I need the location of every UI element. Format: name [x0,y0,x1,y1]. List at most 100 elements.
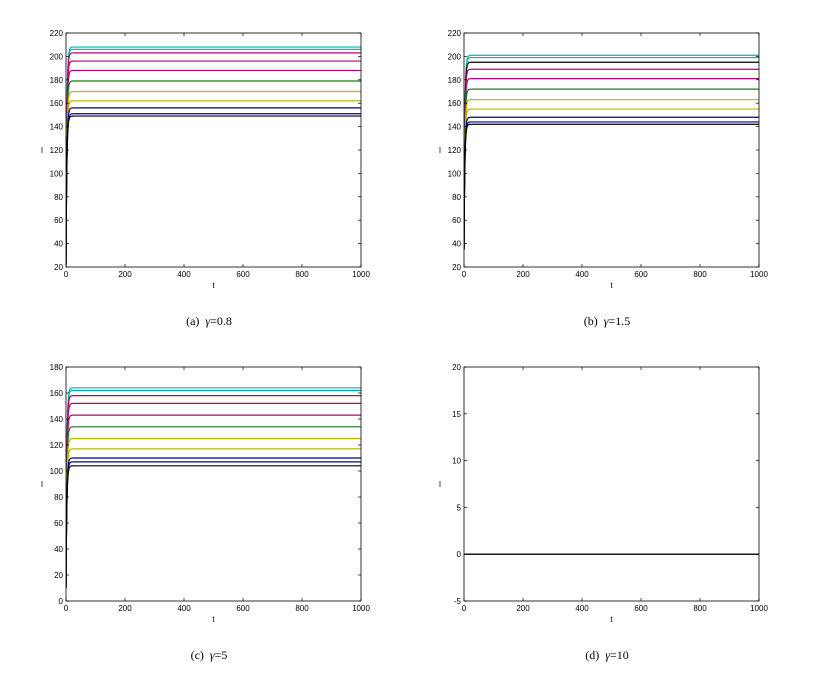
y-tick-label: 5 [457,503,462,512]
x-tick-label: 1000 [352,604,370,613]
y-tick-label: 140 [50,123,64,132]
x-tick-label: 0 [462,270,467,279]
caption-b-symbol: γ [603,314,609,328]
x-tick-label: 200 [118,270,132,279]
series-line-2 [66,52,361,265]
chart-panel-a: 0 200 400 600 800 1000 20 40 60 80 100 120 140 160 180… [20,28,400,290]
y-tick-label: 180 [448,76,462,85]
series-line-3 [66,402,361,589]
caption-a-symbol: γ [205,314,211,328]
y-tick-label: 160 [50,99,64,108]
y-tick-label: 0 [59,597,64,606]
series-line-9 [464,121,759,250]
x-tick-label: 1000 [750,604,768,613]
y-tick-label: 100 [50,467,64,476]
y-tick-label: 100 [50,169,64,178]
x-tick-label: 0 [64,270,69,279]
series-line-5 [464,88,759,250]
y-tick-label: 120 [50,146,64,155]
plot-frame [65,366,362,602]
y-tick-label: 160 [50,389,64,398]
y-tick-label: 10 [452,457,461,466]
series-line-8 [464,116,759,250]
series-line-10 [464,123,759,250]
x-tick-label: 800 [693,270,707,279]
x-tick-label: 600 [634,604,648,613]
y-tick-label: 20 [452,263,461,272]
x-tick-label: 0 [462,604,467,613]
y-tick-label: 160 [448,99,462,108]
y-tick-label: 40 [452,240,461,249]
caption-d-value: =10 [609,648,629,662]
y-axis-label: I [41,146,43,155]
y-tick-label: 140 [448,123,462,132]
x-tick-label: 400 [575,270,589,279]
x-tick-label: 600 [634,270,648,279]
y-tick-label: 60 [54,519,63,528]
x-tick-label: 200 [516,270,530,279]
plot-frame [463,366,760,602]
y-tick-label: 220 [50,29,64,38]
chart-a: 0 200 400 600 800 1000 20 40 60 80 100 120 140 160 180… [41,29,371,290]
series-line-1 [464,56,759,250]
caption-c: (c) γ=5 [109,648,309,663]
x-axis-label: t [610,615,613,624]
series-line-7 [66,448,361,589]
caption-a-prefix: (a) [186,314,200,328]
caption-c-prefix: (c) [190,648,204,662]
x-axis-label: t [212,281,215,290]
caption-d-prefix: (d) [585,648,600,662]
series-group [66,46,361,265]
chart-c: 0 200 400 600 800 1000 0 20 40 60 80 100 120 140 160 18… [41,363,371,624]
x-tick-label: 800 [693,604,707,613]
x-tick-label: 800 [295,270,309,279]
x-tick-label: 400 [177,604,191,613]
y-tick-label: 20 [54,571,63,580]
y-tick-label: 80 [54,193,63,202]
series-line-3 [464,68,759,250]
y-tick-label: 180 [50,76,64,85]
caption-b-value: =1.5 [608,314,631,328]
caption-a-value: =0.8 [210,314,232,328]
caption-b: (b) γ=1.5 [507,314,707,329]
series-line-10 [66,465,361,589]
y-tick-label: 120 [50,441,64,450]
series-line-5 [66,426,361,589]
chart-panel-d: 0 200 400 600 800 1000 -5 0 5 10 15 20 t I [418,362,798,624]
plot-frame [463,32,760,268]
series-line-4 [464,78,759,250]
series-line-7 [464,108,759,250]
y-tick-label: 20 [452,363,461,372]
y-tick-label: 120 [448,146,462,155]
series-line-6 [66,90,361,265]
x-tick-label: 200 [516,604,530,613]
series-line-4 [66,69,361,265]
series-group [66,387,361,589]
series-line-3 [66,60,361,265]
series-line-1 [66,48,361,265]
chart-panel-c: 0 200 400 600 800 1000 0 20 40 60 80 100 120 140 160 18… [20,362,400,624]
series-line-1 [66,389,361,589]
series-line-0 [464,54,759,250]
chart-b: 0 200 400 600 800 1000 20 40 60 80 100 120 140 160 180… [439,29,769,290]
series-line-4 [66,414,361,589]
series-line-2 [66,395,361,589]
series-line-9 [66,113,361,265]
caption-d: (d) γ=10 [507,648,707,663]
x-tick-label: 400 [575,604,589,613]
y-tick-label: 100 [448,169,462,178]
series-line-0 [66,46,361,265]
y-tick-label: 80 [452,193,461,202]
series-line-10 [66,115,361,265]
caption-c-symbol: γ [209,648,215,662]
y-axis-label: I [439,480,441,489]
series-line-5 [66,80,361,265]
caption-d-symbol: γ [605,648,610,662]
x-tick-label: 1000 [750,270,768,279]
y-tick-label: 80 [54,493,63,502]
y-tick-label: -5 [454,597,462,606]
y-tick-label: 60 [452,216,461,225]
y-tick-label: 220 [448,29,462,38]
x-axis-label: t [212,615,215,624]
